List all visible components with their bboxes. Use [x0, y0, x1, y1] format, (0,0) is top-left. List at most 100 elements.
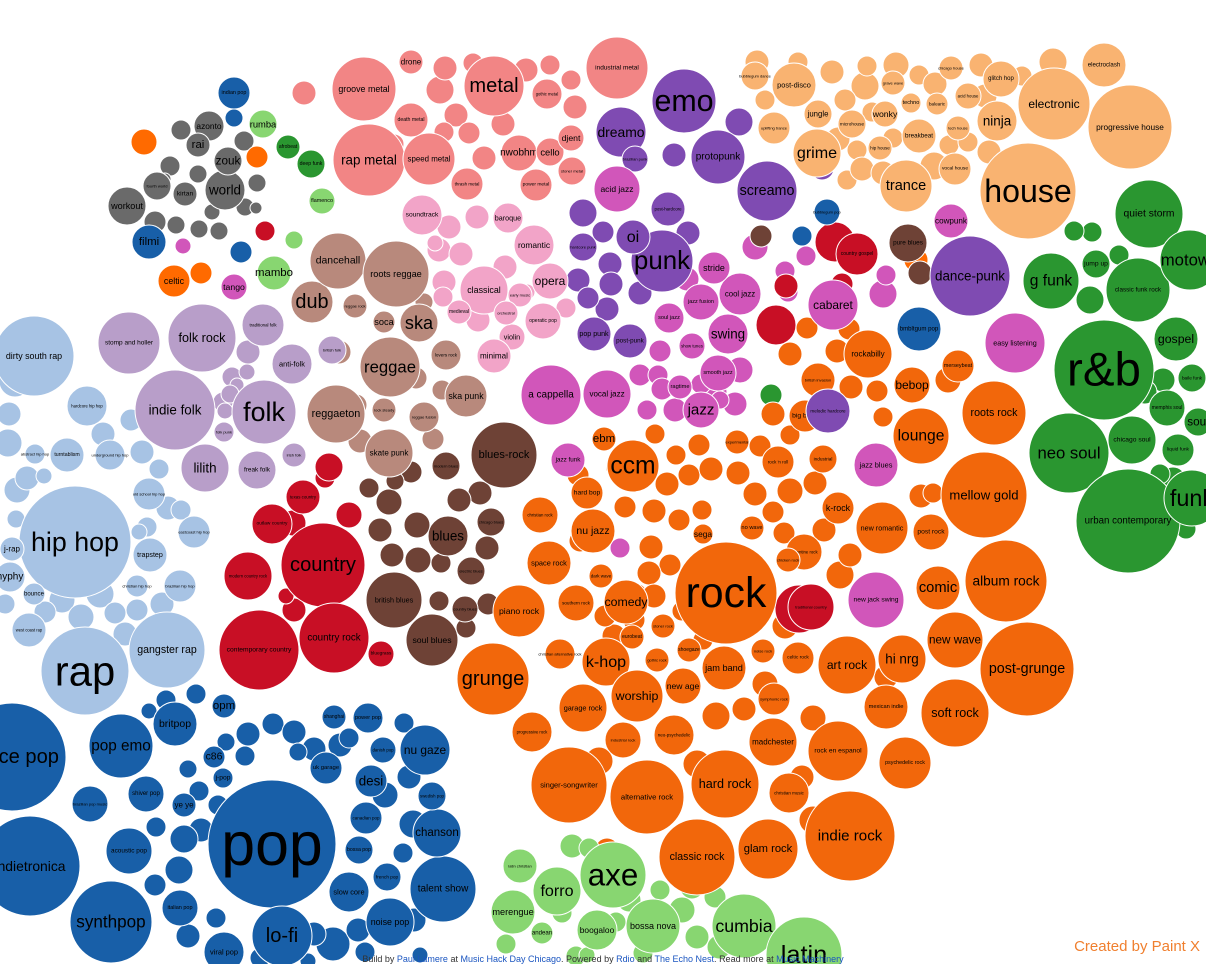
genre-bubble-pure-blues[interactable]: pure blues: [888, 223, 928, 263]
minor-genre-bubble[interactable]: [684, 924, 710, 950]
minor-genre-bubble[interactable]: [576, 286, 600, 310]
genre-bubble-baroque[interactable]: baroque: [492, 202, 524, 234]
genre-bubble-sega[interactable]: sega: [692, 523, 714, 545]
genre-bubble-ninja[interactable]: ninja: [976, 100, 1018, 142]
genre-bubble-nu-jazz[interactable]: nu jazz: [570, 508, 616, 554]
genre-bubble-rock-n-roll[interactable]: rock 'n roll: [761, 445, 795, 479]
genre-bubble-acid-house[interactable]: acid house: [954, 82, 982, 110]
minor-genre-bubble[interactable]: [229, 240, 253, 264]
genre-bubble-brazilian-hip-hop[interactable]: brazilian hip hop: [163, 569, 197, 603]
minor-genre-bubble[interactable]: [281, 719, 307, 745]
minor-genre-bubble[interactable]: [760, 401, 786, 427]
genre-bubble-tango[interactable]: tango: [220, 273, 248, 301]
minor-genre-bubble[interactable]: [446, 487, 472, 513]
minor-genre-bubble[interactable]: [772, 521, 796, 545]
genre-bubble-orchestral[interactable]: orchestral: [493, 300, 519, 326]
minor-genre-bubble[interactable]: [379, 542, 405, 568]
minor-genre-bubble[interactable]: [464, 204, 490, 230]
genre-bubble-dub[interactable]: dub: [290, 280, 334, 324]
minor-genre-bubble[interactable]: [761, 500, 785, 524]
genre-bubble-stomp-and-holler[interactable]: stomp and holler: [97, 311, 161, 375]
genre-bubble-jazz-blues[interactable]: jazz blues: [853, 442, 899, 488]
minor-genre-bubble[interactable]: [922, 482, 944, 504]
minor-genre-bubble[interactable]: [367, 517, 393, 543]
genre-bubble-bossa-pop[interactable]: bossa pop: [344, 835, 374, 865]
genre-bubble-jazz-fusion[interactable]: jazz fusion: [682, 283, 720, 321]
genre-bubble-jungle[interactable]: jungle: [803, 99, 833, 129]
minor-genre-bubble[interactable]: [819, 59, 845, 85]
genre-bubble-fourth-world[interactable]: fourth world: [142, 171, 172, 201]
genre-bubble-early-music[interactable]: early music: [507, 282, 533, 308]
genre-bubble-christian-music[interactable]: christian music: [768, 772, 810, 814]
genre-bubble-art-rock[interactable]: art rock: [817, 635, 877, 695]
genre-bubble-grunge[interactable]: grunge: [456, 642, 530, 716]
minor-genre-bubble[interactable]: [742, 481, 768, 507]
minor-genre-bubble[interactable]: [284, 230, 304, 250]
genre-bubble-power-pop[interactable]: power pop: [352, 702, 384, 734]
genre-bubble-deep-funk[interactable]: deep funk: [296, 149, 326, 179]
genre-bubble-soul[interactable]: soul: [1183, 407, 1206, 437]
minor-genre-bubble[interactable]: [609, 537, 631, 559]
genre-bubble-synthpop[interactable]: synthpop: [69, 880, 153, 964]
genre-bubble-comic[interactable]: comic: [915, 565, 961, 611]
genre-bubble-modern-country-rock[interactable]: modern country rock: [223, 551, 273, 601]
genre-bubble-folk-rock[interactable]: folk rock: [167, 303, 237, 373]
genre-bubble-indie-folk[interactable]: indie folk: [134, 369, 216, 451]
minor-genre-bubble[interactable]: [358, 477, 380, 499]
genre-bubble-britpop[interactable]: britpop: [152, 701, 198, 747]
genre-bubble-country[interactable]: country: [280, 522, 366, 608]
genre-bubble-bluegrass[interactable]: bluegrass: [367, 640, 395, 668]
minor-genre-bubble[interactable]: [811, 517, 837, 543]
minor-genre-bubble[interactable]: [665, 444, 687, 466]
minor-genre-bubble[interactable]: [254, 220, 276, 242]
minor-genre-bubble[interactable]: [166, 215, 186, 235]
minor-genre-bubble[interactable]: [795, 316, 819, 340]
genre-bubble-christian-hip-hop[interactable]: christian hip hop: [122, 574, 152, 598]
genre-bubble-industrial-rock[interactable]: industrial rock: [604, 721, 642, 759]
minor-genre-bubble[interactable]: [185, 683, 207, 705]
minor-genre-bubble[interactable]: [849, 156, 875, 182]
genre-bubble-desi[interactable]: desi: [354, 764, 388, 798]
genre-bubble-irish-folk[interactable]: irish folk: [281, 442, 307, 468]
minor-genre-bubble[interactable]: [291, 80, 317, 106]
minor-genre-bubble[interactable]: [428, 590, 450, 612]
minor-genre-bubble[interactable]: [691, 499, 713, 521]
genre-bubble-balearic[interactable]: balearic: [925, 92, 949, 116]
genre-bubble-screamo[interactable]: screamo: [736, 160, 798, 222]
minor-genre-bubble[interactable]: [130, 128, 158, 156]
genre-bubble-country-rock[interactable]: country rock: [298, 602, 370, 674]
minor-genre-bubble[interactable]: [404, 546, 432, 574]
minor-genre-bubble[interactable]: [0, 428, 23, 458]
genre-bubble-lo-fi[interactable]: lo-fi: [251, 905, 313, 964]
minor-genre-bubble[interactable]: [170, 499, 192, 521]
genre-bubble-latin[interactable]: latin: [765, 916, 843, 964]
genre-bubble-brazilian-pop-music[interactable]: brazilian pop music: [71, 785, 109, 823]
genre-bubble-liquid-funk[interactable]: liquid funk: [1161, 433, 1195, 467]
genre-bubble-latin-christian[interactable]: latin christian: [502, 848, 538, 884]
genre-bubble-stoner-rock[interactable]: stoner rock: [650, 613, 676, 639]
genre-bubble-grime[interactable]: grime: [792, 128, 842, 178]
genre-bubble-metal[interactable]: metal: [463, 55, 525, 117]
genre-bubble-ska[interactable]: ska: [399, 303, 439, 343]
genre-bubble-reggae[interactable]: reggae: [359, 336, 421, 398]
genre-bubble-emo[interactable]: emo: [651, 68, 717, 134]
genre-bubble-neo-psychedelic[interactable]: neo-psychedelic: [653, 714, 695, 756]
genre-bubble-lounge[interactable]: lounge: [892, 407, 950, 465]
genre-bubble-noise-rock[interactable]: noise rock: [750, 638, 776, 664]
genre-bubble-alternative-rock[interactable]: alternative rock: [609, 759, 685, 835]
minor-genre-bubble[interactable]: [658, 553, 682, 577]
minor-genre-bubble[interactable]: [802, 470, 828, 496]
minor-genre-bubble[interactable]: [14, 465, 40, 491]
minor-genre-bubble[interactable]: [562, 94, 588, 120]
genre-bubble-canadian-pop[interactable]: canadian pop: [349, 801, 383, 835]
minor-genre-bubble[interactable]: [755, 304, 797, 346]
genre-bubble-microhouse[interactable]: microhouse: [837, 109, 867, 139]
minor-genre-bubble[interactable]: [205, 907, 227, 929]
genre-bubble-tech-house[interactable]: tech house: [945, 115, 971, 141]
genre-bubble-skate-punk[interactable]: skate punk: [364, 428, 414, 478]
genre-bubble-zouk[interactable]: zouk: [213, 146, 243, 176]
genre-bubble-techno[interactable]: techno: [900, 92, 922, 114]
genre-bubble-gospel[interactable]: gospel: [1153, 316, 1199, 362]
genre-bubble-dirty-south-rap[interactable]: dirty south rap: [0, 315, 75, 397]
minor-genre-bubble[interactable]: [457, 121, 481, 145]
